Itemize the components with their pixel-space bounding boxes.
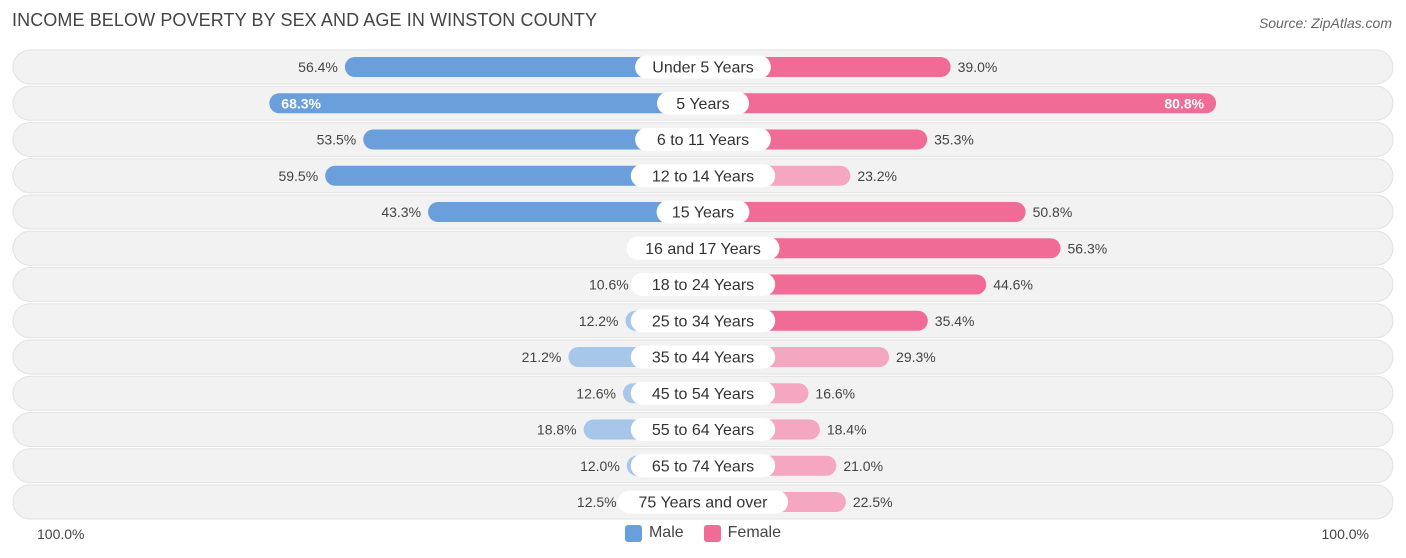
category-label: 12 to 14 Years [652,168,754,185]
value-label-female: 16.6% [815,385,855,401]
bar-male[interactable] [344,57,703,77]
value-label-female: 39.0% [958,59,998,75]
category-pill [630,309,776,333]
value-label-female: 23.2% [857,168,897,184]
value-label-female: 18.4% [827,422,867,438]
bar-female[interactable] [703,93,1217,114]
category-pill [657,91,749,115]
category-pill [630,164,776,188]
chart-row: 12.6% 16.6% 45 to 54 Years [12,375,1394,411]
value-label-male: 56.4% [298,59,338,75]
chart-row: 12.5% 22.5% 75 Years and over [12,484,1394,520]
bar-male[interactable] [269,93,703,114]
chart-title: INCOME BELOW POVERTY BY SEX AND AGE IN W… [12,10,598,30]
value-label-female: 22.5% [853,494,893,510]
axis-right-label: 100.0% [1321,526,1369,542]
category-label: 16 and 17 Years [645,241,761,258]
legend-label-male: Male [648,524,684,541]
axis-left-label: 100.0% [37,526,85,542]
legend-item-male[interactable]: Male [624,524,684,542]
value-label-male: 12.0% [580,458,620,474]
category-label: 65 to 74 Years [652,458,754,475]
category-pill [630,273,776,296]
category-pill [656,200,750,224]
legend-label-female: Female [727,524,782,541]
legend: Male Female [0,524,1406,542]
value-label-male: 53.5% [317,132,357,148]
category-label: 55 to 64 Years [652,422,754,439]
category-pill [630,381,776,405]
category-pill [635,128,771,151]
category-pill [626,236,780,260]
category-label: 45 to 54 Years [652,386,754,403]
category-label: 6 to 11 Years [657,132,749,149]
value-label-male: 10.6% [589,277,629,293]
value-label-female: 35.3% [934,132,974,148]
value-label-female: 50.8% [1033,204,1073,220]
bar-female[interactable] [703,238,1061,259]
category-label: 18 to 24 Years [652,277,754,294]
category-pill [630,345,776,369]
chart-row: 43.3% 50.8% 15 Years [12,194,1394,230]
bar-male[interactable] [428,202,703,222]
category-label: 35 to 44 Years [652,350,754,367]
bar-male[interactable] [325,165,703,186]
value-label-female: 80.8% [1164,95,1204,111]
value-label-male: 18.8% [537,422,577,438]
chart-canvas: 56.4% 39.0% Under 5 Years 68.3% 80.8% 5 Years… [12,49,1394,520]
legend-swatch-male [624,524,642,542]
chart-row: 12.0% 21.0% 65 to 74 Years [12,448,1394,484]
chart-row: 10.6% 44.6% 18 to 24 Years [12,267,1394,302]
category-label: 25 to 34 Years [652,313,754,330]
category-pill [635,55,771,79]
bar-female[interactable] [703,202,1026,222]
value-label-female: 29.3% [896,349,936,365]
category-label: 15 Years [672,205,734,222]
value-label-male: 59.5% [278,168,318,184]
chart-row: 53.5% 35.3% 6 to 11 Years [12,122,1394,157]
bar-male[interactable] [363,129,703,150]
category-label: Under 5 Years [652,60,753,77]
chart-row: 12.2% 35.4% 25 to 34 Years [12,303,1394,339]
value-label-male: 43.3% [381,204,421,220]
value-label-male: 12.2% [579,313,619,329]
category-pill [617,490,789,514]
chart-row: 59.5% 23.2% 12 to 14 Years [12,158,1394,194]
value-label-female: 56.3% [1068,240,1108,256]
legend-swatch-female [703,524,721,542]
value-label-male: 12.6% [576,385,616,401]
chart-row: 18.8% 18.4% 55 to 64 Years [12,412,1394,447]
chart-row: 21.2% 29.3% 35 to 44 Years [12,339,1394,375]
category-label: 75 Years and over [639,495,769,512]
chart-row: 68.3% 80.8% 5 Years [12,85,1394,121]
value-label-female: 21.0% [843,458,883,474]
source-label: Source: ZipAtlas.com [1258,15,1392,31]
value-label-male: 68.3% [281,95,321,111]
value-label-male: 12.5% [577,494,617,510]
chart-row: 56.4% 39.0% Under 5 Years [12,49,1394,85]
value-label-female: 44.6% [993,277,1033,293]
chart-row: 4.0%56.3%16 and 17 Years [12,230,1394,266]
legend-item-female[interactable]: Female [703,524,782,542]
value-label-female: 35.4% [935,313,975,329]
value-label-male: 21.2% [522,349,562,365]
category-pill [630,454,776,478]
category-pill [630,418,776,441]
category-label: 5 Years [676,96,729,113]
